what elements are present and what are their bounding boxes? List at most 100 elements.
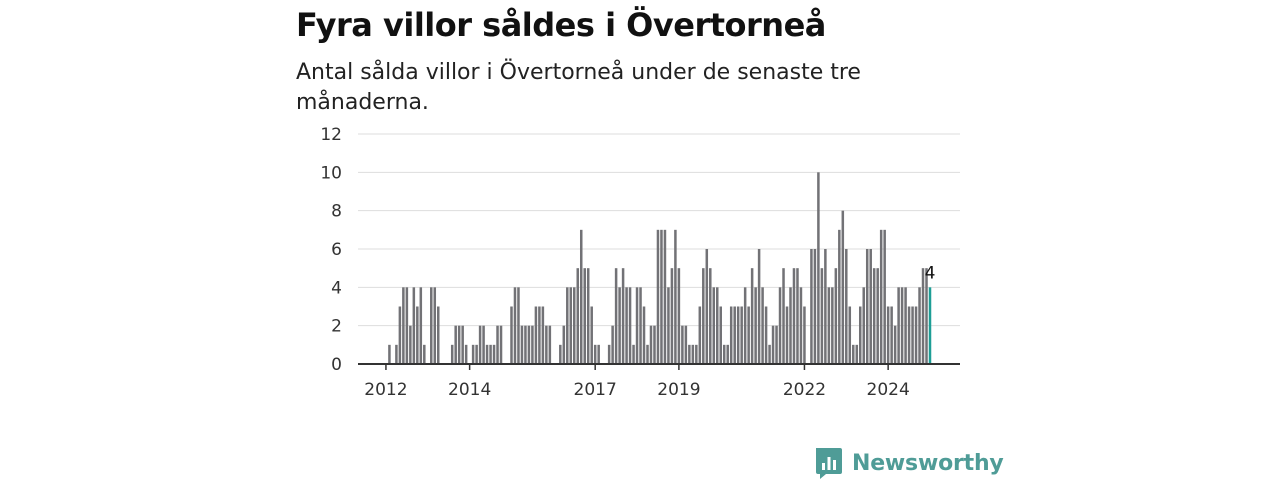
bar (639, 287, 642, 364)
bar (660, 229, 663, 364)
bar (433, 287, 437, 364)
x-tick-label: 2024 (867, 380, 910, 400)
bar (914, 306, 918, 364)
bar (423, 344, 426, 364)
bar (824, 249, 827, 364)
bar (865, 249, 869, 364)
bar (454, 325, 457, 364)
bar (513, 287, 517, 364)
bar (764, 306, 768, 364)
bar (632, 344, 635, 364)
bar (848, 306, 852, 364)
bar (750, 268, 754, 364)
bar (614, 268, 618, 364)
bar (475, 344, 478, 364)
bar (893, 325, 897, 364)
bar (611, 325, 614, 364)
bar (778, 287, 782, 364)
bar (722, 344, 726, 364)
bar (681, 325, 684, 364)
bar (534, 306, 538, 364)
bar (743, 287, 747, 364)
bar (719, 306, 722, 364)
bar (897, 287, 900, 364)
y-tick-label: 12 (320, 125, 342, 145)
bar (705, 249, 709, 364)
bar (792, 268, 796, 364)
x-axis-ticks: 2012 2014 2017 2019 2022 2024 (364, 364, 910, 400)
bar (520, 325, 524, 364)
bar (656, 229, 660, 364)
bar (464, 344, 468, 364)
y-tick-label: 10 (320, 163, 342, 183)
bar (771, 325, 775, 364)
bar (667, 287, 670, 364)
bar (541, 306, 545, 364)
bar (625, 287, 628, 364)
bar (831, 287, 834, 364)
bar (646, 344, 649, 364)
bar (663, 229, 667, 364)
bar (510, 306, 513, 364)
bar (607, 344, 611, 364)
bar (579, 229, 583, 364)
bar (649, 325, 653, 364)
bar (869, 249, 872, 364)
bar (398, 306, 402, 364)
bar (712, 287, 716, 364)
bar (740, 306, 743, 364)
bar (395, 344, 398, 364)
bar (489, 344, 492, 364)
bar (450, 344, 454, 364)
bar (583, 268, 586, 364)
bar (775, 325, 778, 364)
last-value-label: 4 (925, 263, 936, 283)
bar (900, 287, 904, 364)
bar (517, 287, 520, 364)
chart-title: Fyra villor såldes i Övertorneå (296, 6, 826, 44)
bar (677, 268, 681, 364)
value-labels: 4 (925, 263, 936, 283)
bar (388, 344, 391, 364)
bar (527, 325, 531, 364)
bar (883, 229, 886, 364)
bar (628, 287, 632, 364)
brand-name: Newsworthy (852, 450, 1004, 476)
bar (918, 287, 921, 364)
bar (691, 344, 695, 364)
bar (852, 344, 855, 364)
bar (485, 344, 489, 364)
y-tick-label: 6 (331, 240, 342, 260)
x-tick-label: 2014 (448, 380, 491, 400)
bar (688, 344, 691, 364)
bar (702, 268, 705, 364)
bar (729, 306, 733, 364)
bar (618, 287, 621, 364)
bar (716, 287, 719, 364)
bar (911, 306, 914, 364)
bar (834, 268, 838, 364)
bar (457, 325, 461, 364)
bars (388, 172, 932, 364)
bar (621, 268, 625, 364)
bar (761, 287, 764, 364)
bar (799, 287, 803, 364)
bar (803, 306, 806, 364)
bar (862, 287, 865, 364)
bar (684, 325, 688, 364)
y-tick-label: 4 (331, 278, 342, 298)
bar (635, 287, 639, 364)
bar (698, 306, 702, 364)
bar (419, 287, 423, 364)
bar (482, 325, 485, 364)
bar (569, 287, 573, 364)
bar (754, 287, 757, 364)
bar (573, 287, 576, 364)
bar (921, 268, 925, 364)
bar (538, 306, 541, 364)
bar (548, 325, 552, 364)
bar (531, 325, 534, 364)
bar (733, 306, 736, 364)
bar (876, 268, 879, 364)
